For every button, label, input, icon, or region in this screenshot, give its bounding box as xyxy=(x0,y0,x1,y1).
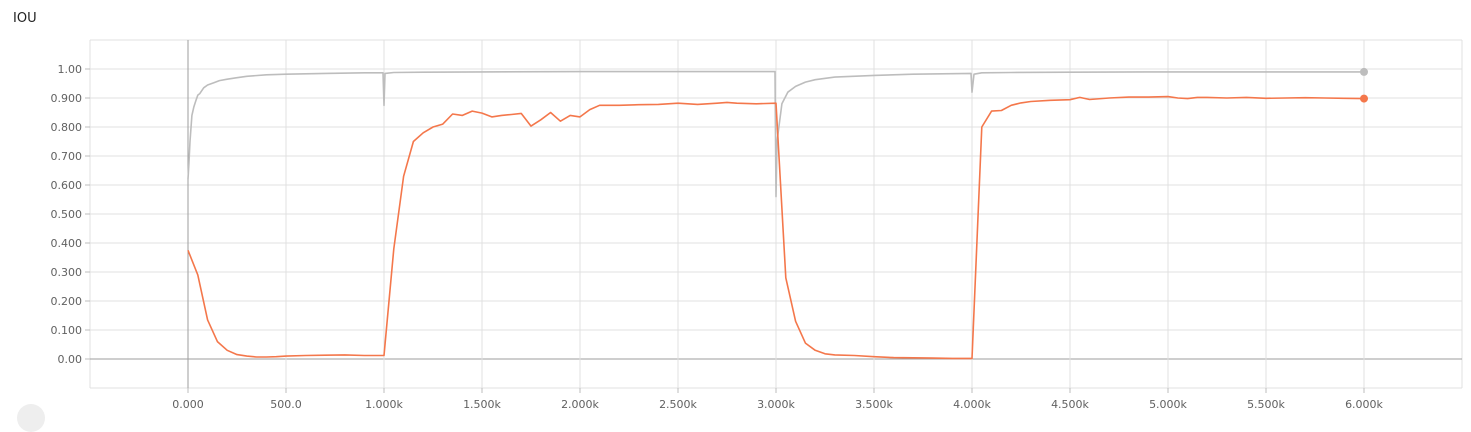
x-tick-label: 4.000k xyxy=(953,398,991,411)
x-tick-label: 4.500k xyxy=(1051,398,1089,411)
scroll-indicator xyxy=(17,404,45,432)
y-tick-label: 1.00 xyxy=(58,63,83,76)
y-tick-label: 0.600 xyxy=(51,179,83,192)
y-axis-labels: 0.00 0.100 0.200 0.300 0.400 0.500 0.600 0.700 0… xyxy=(51,63,83,366)
x-tick-label: 2.500k xyxy=(659,398,697,411)
series-end-marker-0 xyxy=(1360,67,1368,76)
series-group xyxy=(187,67,1368,360)
x-tick-label: 500.0 xyxy=(270,398,302,411)
series-line-1 xyxy=(187,95,1365,360)
series-end-marker-1 xyxy=(1360,94,1368,103)
x-tick-label: 6.000k xyxy=(1345,398,1383,411)
x-tick-label: 1.000k xyxy=(365,398,403,411)
line-chart: 0.00 0.100 0.200 0.300 0.400 0.500 0.600 0.700 0… xyxy=(51,39,1463,411)
y-tick-label: 0.800 xyxy=(51,121,83,134)
grid xyxy=(89,39,1463,389)
x-tick-label: 1.500k xyxy=(463,398,501,411)
y-tick-label: 0.300 xyxy=(51,266,83,279)
series-line-0 xyxy=(187,70,1364,198)
y-tick-label: 0.00 xyxy=(58,353,83,366)
x-axis-labels: 0.000 500.0 1.000k 1.500k 2.000k 2.500k 3.000k… xyxy=(172,398,1383,411)
x-tick-label: 3.500k xyxy=(855,398,893,411)
y-tick-label: 0.900 xyxy=(51,92,83,105)
axes xyxy=(85,68,1365,393)
chart-title: IOU xyxy=(13,11,37,26)
x-tick-label: 2.000k xyxy=(561,398,599,411)
x-tick-label: 5.500k xyxy=(1247,398,1285,411)
x-tick-label: 5.000k xyxy=(1149,398,1187,411)
x-tick-label: 0.000 xyxy=(172,398,204,411)
x-tick-label: 3.000k xyxy=(757,398,795,411)
y-tick-label: 0.700 xyxy=(51,150,83,163)
y-tick-label: 0.400 xyxy=(51,237,83,250)
y-tick-label: 0.500 xyxy=(51,208,83,221)
y-tick-label: 0.200 xyxy=(51,295,83,308)
y-tick-label: 0.100 xyxy=(51,324,83,337)
